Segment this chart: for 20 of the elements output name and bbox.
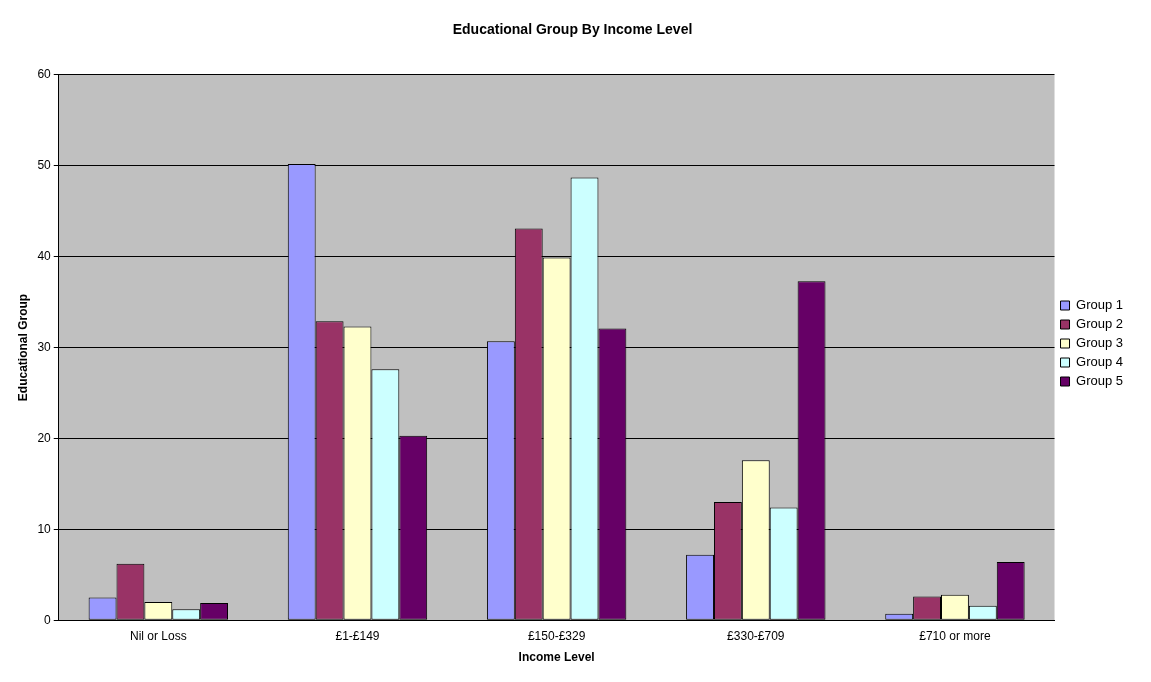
y-tick-label: 20 — [37, 430, 52, 445]
legend-label: Group 2 — [1076, 316, 1124, 332]
y-tick-label: 30 — [37, 339, 52, 354]
legend-label: Group 4 — [1076, 354, 1124, 370]
x-axis-title: Income Level — [518, 650, 595, 665]
y-axis-title: Educational Group — [15, 293, 30, 402]
y-tick-label: 10 — [37, 521, 52, 536]
x-tick-label: £710 or more — [919, 628, 991, 643]
x-tick-label: £330-£709 — [727, 628, 785, 643]
legend-label: Group 5 — [1076, 373, 1124, 389]
x-tick-label: £1-£149 — [335, 628, 380, 643]
x-tick-label: Nil or Loss — [129, 628, 187, 643]
legend-label: Group 3 — [1076, 335, 1124, 351]
legend-label: Group 1 — [1076, 297, 1124, 313]
chart-title: Educational Group By Income Level — [452, 21, 693, 38]
y-tick-label: 40 — [37, 248, 52, 263]
y-tick-label: 50 — [37, 158, 52, 173]
x-tick-label: £150-£329 — [527, 628, 586, 643]
y-tick-label: 0 — [44, 612, 52, 627]
y-tick-label: 60 — [37, 67, 52, 82]
